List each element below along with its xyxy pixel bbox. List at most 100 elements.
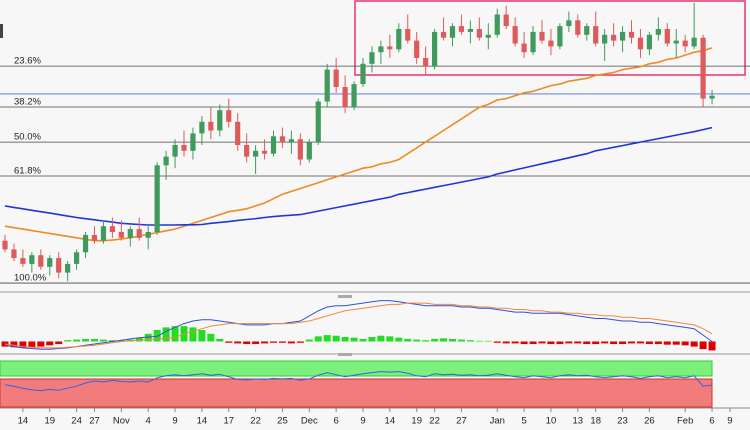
macd-histogram-bar <box>466 340 474 342</box>
macd-histogram-bar <box>440 338 448 342</box>
macd-histogram-bar <box>287 341 295 344</box>
macd-histogram-bar <box>610 341 618 345</box>
macd-histogram-bar <box>592 341 600 345</box>
macd-histogram-bar <box>529 341 537 345</box>
candle-body <box>333 69 339 87</box>
candle-body <box>387 46 393 50</box>
macd-histogram-bar <box>216 338 224 342</box>
candle-body <box>306 142 312 160</box>
x-tick-label: Jan <box>490 416 505 427</box>
candle-body <box>29 255 35 264</box>
candle-body <box>351 84 357 108</box>
x-tick-label: 27 <box>89 416 100 427</box>
x-tick-label: 6 <box>334 416 339 427</box>
candle-body <box>458 26 465 32</box>
candle-body <box>297 139 303 160</box>
candle-body <box>494 14 500 35</box>
candle-body <box>423 58 429 67</box>
candle-body <box>109 226 115 232</box>
moving-average <box>4 126 713 226</box>
macd-histogram-bar <box>681 341 689 346</box>
candle-body <box>575 20 581 35</box>
candle-body <box>217 110 223 131</box>
x-tick-label: 5 <box>521 416 526 427</box>
candle-body <box>619 31 626 41</box>
candle-body <box>503 14 509 27</box>
x-tick-label: 9 <box>360 416 365 427</box>
macd-histogram-bar <box>225 341 233 343</box>
macd-histogram-bar <box>234 341 242 344</box>
candle-body <box>467 29 473 32</box>
candle-body <box>628 31 635 38</box>
candle-body <box>476 29 482 38</box>
candle-body <box>253 150 259 157</box>
fib-label: 50.0% <box>14 132 41 143</box>
candle-body <box>485 34 491 38</box>
macd-histogram-bar <box>189 327 197 342</box>
macd-histogram-bar <box>359 338 367 342</box>
fib-label: 61.8% <box>14 166 41 177</box>
x-tick-label: 26 <box>644 416 655 427</box>
macd-histogram-bar <box>270 341 277 343</box>
candle-body <box>369 52 375 64</box>
macd-histogram-bar <box>82 338 90 342</box>
macd-histogram-bar <box>556 341 564 345</box>
candle-body <box>163 156 169 166</box>
range-box <box>354 0 746 76</box>
macd-histogram-bar <box>690 341 698 347</box>
panel-grip <box>338 353 352 356</box>
candle-body <box>181 145 187 151</box>
macd-histogram-bar <box>377 335 385 342</box>
candle-body <box>655 29 661 35</box>
x-tick-label: 22 <box>250 416 261 427</box>
candle-body <box>637 37 644 50</box>
x-tick-label: 19 <box>411 416 422 427</box>
candle-body <box>279 136 286 143</box>
macd-histogram-bar <box>323 335 331 342</box>
candle-body <box>172 145 178 157</box>
macd-histogram-bar <box>171 326 179 342</box>
macd-histogram-bar <box>46 341 54 346</box>
macd-histogram-bar <box>341 337 349 342</box>
macd-histogram-bar <box>449 338 456 342</box>
candle-body <box>91 234 98 241</box>
candle-body <box>691 37 697 47</box>
candle-body <box>378 46 384 53</box>
candle-body <box>709 95 715 99</box>
macd-histogram-bar <box>502 341 510 344</box>
macd-histogram-bar <box>404 338 412 342</box>
x-tick-label: 6 <box>709 416 714 427</box>
macd-histogram-bar <box>538 341 546 344</box>
macd-histogram-bar <box>457 339 465 342</box>
macd-histogram-bar <box>547 341 555 345</box>
rsi-lower-band <box>0 378 713 408</box>
candle-body <box>145 232 151 238</box>
x-tick-label: 24 <box>71 416 82 427</box>
macd-histogram-bar <box>135 337 143 342</box>
candle-body <box>548 40 554 47</box>
macd-histogram-bar <box>153 329 161 342</box>
macd-histogram-bar <box>619 341 627 345</box>
x-tick-label: 27 <box>456 416 467 427</box>
macd-histogram-bar <box>574 341 582 344</box>
x-tick-label: 17 <box>223 416 234 427</box>
macd-histogram-bar <box>91 338 98 342</box>
candle-body <box>82 234 89 253</box>
x-tick-label: 25 <box>277 416 288 427</box>
x-tick-label: 14 <box>197 416 208 427</box>
candle-body <box>405 29 411 41</box>
macd-histogram-bar <box>117 340 125 342</box>
candle-body <box>20 258 26 264</box>
macd-histogram-bar <box>37 341 45 347</box>
candle-body <box>360 63 366 85</box>
candle-body <box>56 258 62 273</box>
macd-histogram-bar <box>601 341 609 344</box>
candle-body <box>557 26 563 47</box>
candle-body <box>199 121 205 134</box>
macd-histogram-bar <box>699 341 707 350</box>
candle-body <box>190 133 196 151</box>
macd-histogram-bar <box>252 341 260 345</box>
x-tick-label: 19 <box>44 416 55 427</box>
candle-body <box>2 240 8 250</box>
